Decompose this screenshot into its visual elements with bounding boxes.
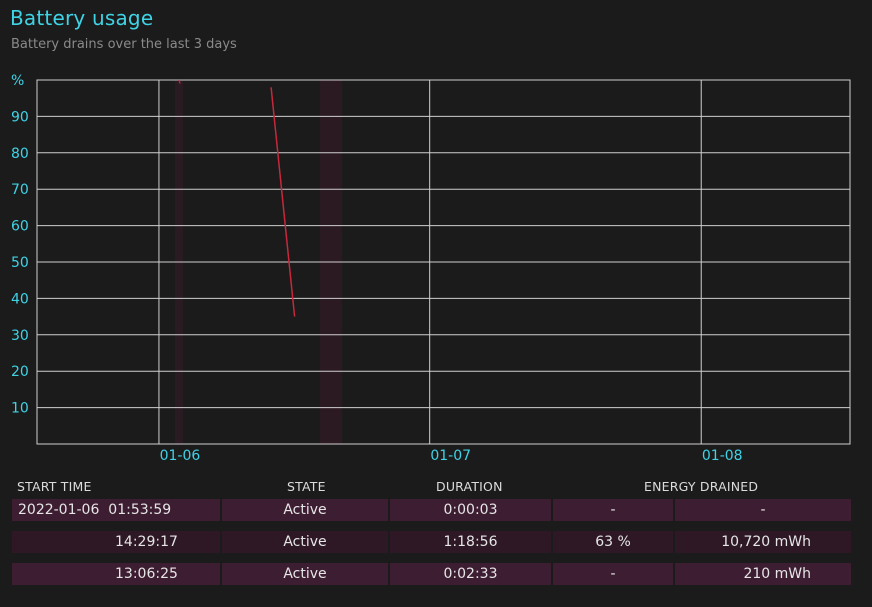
table-row: 2022-01-06 01:53:59 Active 0:00:03 - - <box>12 498 851 522</box>
percent-cell: - <box>553 499 673 521</box>
table-row: 14:29:17 Active 1:18:56 63 % 10,720 mWh <box>12 530 851 554</box>
y-tick-label: 90 <box>11 109 29 125</box>
start-time: 01:53:59 <box>108 502 172 518</box>
start-date: 2022-01-06 <box>18 502 100 518</box>
series-line <box>270 87 296 317</box>
col-header-start-time: START TIME <box>17 479 92 494</box>
y-axis-unit-label: % <box>11 73 24 89</box>
start-time: 14:29:17 <box>115 534 178 550</box>
duration-cell: 0:00:03 <box>390 499 551 521</box>
start-time-cell: 13:06:25 <box>12 563 220 585</box>
x-tick-label: 01-06 <box>160 448 201 464</box>
battery-drain-marker <box>178 79 181 84</box>
y-tick-label: 10 <box>11 401 29 417</box>
y-tick-label: 60 <box>11 219 29 235</box>
percent-cell: 63 % <box>553 531 673 553</box>
state-cell: Active <box>222 499 388 521</box>
battery-chart: 90 80 70 60 50 40 30 20 10% 01-06 01-07 01-08 <box>11 73 851 464</box>
table-row: 13:06:25 Active 0:02:33 - 210 mWh <box>12 562 851 586</box>
y-tick-label: 30 <box>11 328 29 344</box>
energy-cell: - <box>675 499 851 521</box>
start-time-cell: 2022-01-06 01:53:59 <box>12 499 220 521</box>
y-tick-label: 50 <box>11 255 29 271</box>
page-subtitle: Battery drains over the last 3 days <box>11 37 237 52</box>
state-cell: Active <box>222 563 388 585</box>
y-tick-label: 80 <box>11 146 29 162</box>
state-cell: Active <box>222 531 388 553</box>
duration-cell: 0:02:33 <box>390 563 551 585</box>
y-tick-label: 20 <box>11 364 29 380</box>
energy-cell: 10,720 mWh <box>675 531 851 553</box>
percent-cell: - <box>553 563 673 585</box>
start-time-cell: 14:29:17 <box>12 531 220 553</box>
x-tick-label: 01-07 <box>430 448 471 464</box>
energy-cell: 210 mWh <box>675 563 851 585</box>
x-tick-label: 01-08 <box>702 448 743 464</box>
col-header-state: STATE <box>287 479 326 494</box>
duration-cell: 1:18:56 <box>390 531 551 553</box>
y-tick-label: 40 <box>11 291 29 307</box>
y-tick-label: 70 <box>11 182 29 198</box>
col-header-duration: DURATION <box>436 479 503 494</box>
start-time: 13:06:25 <box>115 566 178 582</box>
page-title: Battery usage <box>10 6 154 30</box>
col-header-energy-drained: ENERGY DRAINED <box>644 479 759 494</box>
